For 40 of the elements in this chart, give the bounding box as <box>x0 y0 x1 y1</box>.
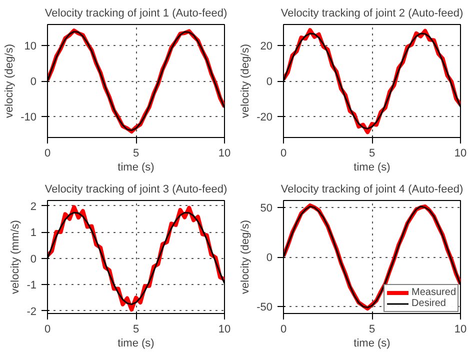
x-tick-label: 10 <box>218 324 231 336</box>
x-tick-label: 10 <box>454 324 467 336</box>
x-tick-label: 0 <box>280 148 287 160</box>
y-tick-label: 50 <box>260 202 273 214</box>
y-axis-title: velocity (mm/s) <box>10 220 22 294</box>
chart-title: Velocity tracking of joint 2 (Auto-feed) <box>280 8 464 20</box>
x-tick-label: 0 <box>44 324 51 336</box>
y-axis-title: velocity (deg/s) <box>240 44 252 118</box>
x-axis-title: time (s) <box>118 338 154 350</box>
y-tick-label: -1 <box>26 280 36 292</box>
y-tick-label: 0 <box>30 253 37 266</box>
y-tick-label: -2 <box>26 306 36 318</box>
y-axis-title: velocity (deg/s) <box>240 220 252 294</box>
x-tick-label: 0 <box>44 148 51 160</box>
x-tick-label: 5 <box>132 148 140 160</box>
x-tick-label: 0 <box>280 324 287 336</box>
x-tick-label: 5 <box>368 324 376 336</box>
x-tick-label: 10 <box>454 148 467 160</box>
y-tick-label: -20 <box>256 111 273 124</box>
y-tick-label: 0 <box>30 76 37 88</box>
x-tick-label: 5 <box>132 324 140 336</box>
x-tick-label: 5 <box>368 148 376 160</box>
legend-label: Measured <box>412 287 456 298</box>
x-axis-title: time (s) <box>118 162 154 174</box>
x-axis-title: time (s) <box>354 162 390 174</box>
y-tick-label: 1 <box>30 227 37 240</box>
y-tick-label: 2 <box>30 200 37 213</box>
chart-title: Velocity tracking of joint 4 (Auto-feed) <box>280 184 464 196</box>
x-axis-title: time (s) <box>354 338 390 350</box>
chart-title: Velocity tracking of joint 1 (Auto-feed) <box>44 8 228 20</box>
y-tick-label: 0 <box>266 76 273 88</box>
y-tick-label: 10 <box>24 40 37 53</box>
y-tick-label: -50 <box>256 302 273 314</box>
chart-title: Velocity tracking of joint 3 (Auto-feed) <box>44 184 228 196</box>
y-axis-title: velocity (deg/s) <box>4 44 16 118</box>
y-tick-label: -10 <box>20 111 37 124</box>
y-tick-label: 0 <box>266 252 273 264</box>
y-tick-label: 20 <box>260 40 273 53</box>
legend-label: Desired <box>412 298 446 309</box>
x-tick-label: 10 <box>218 148 231 160</box>
